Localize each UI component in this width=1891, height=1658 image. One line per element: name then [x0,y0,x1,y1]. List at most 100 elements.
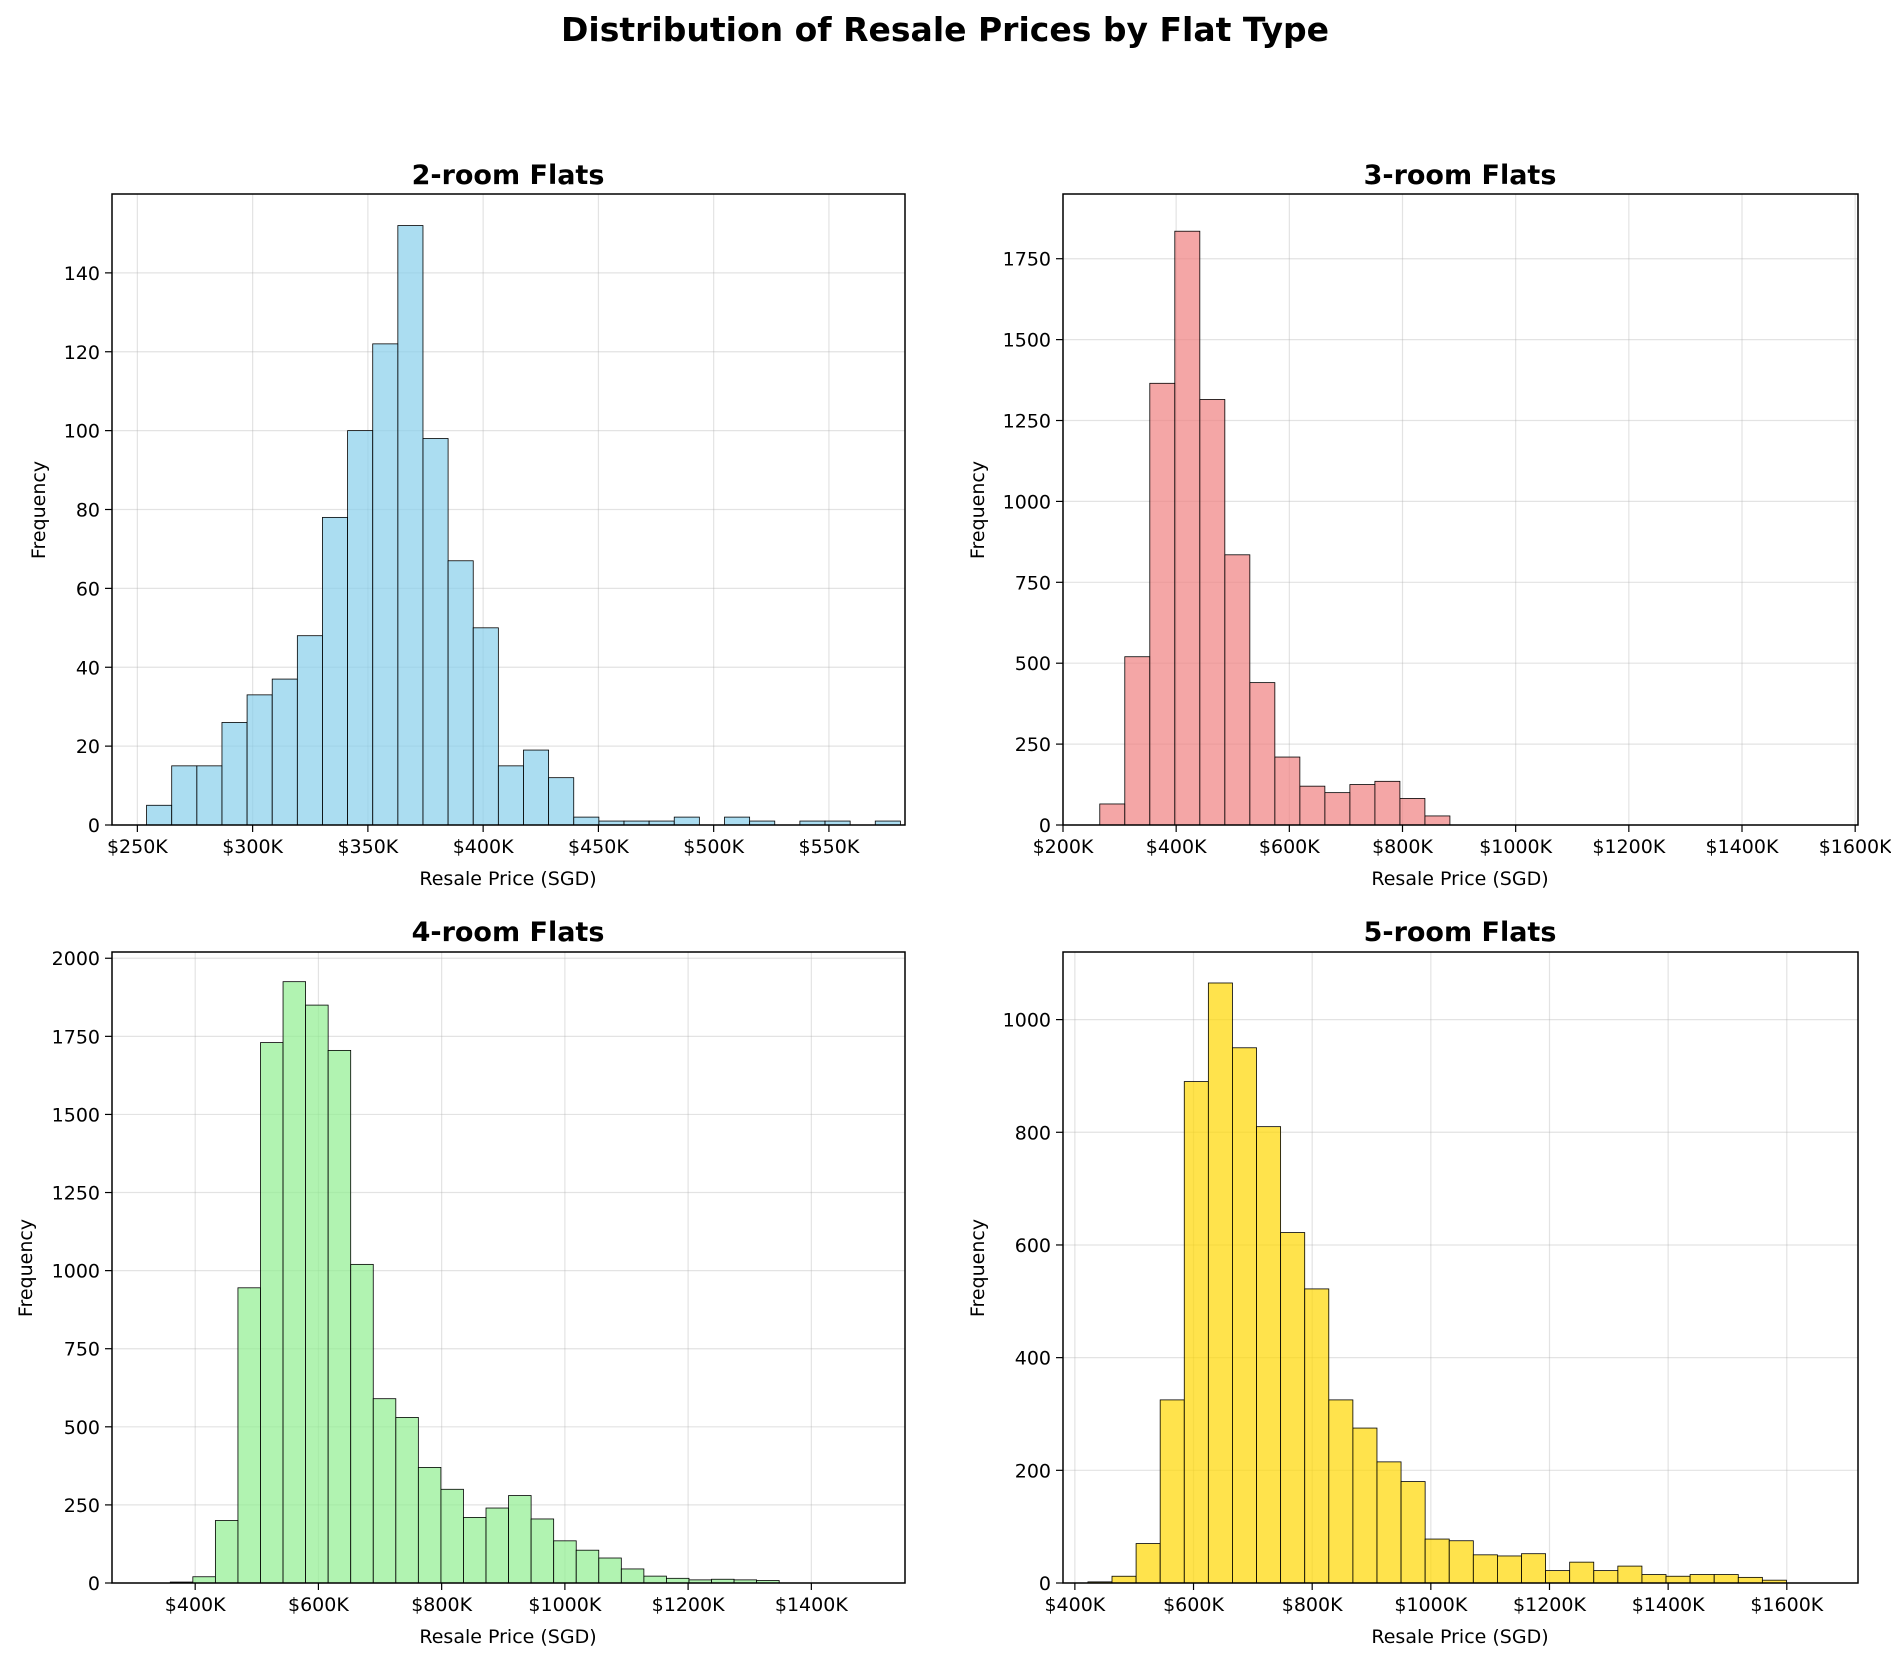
histogram-bar [171,765,198,826]
x-axis-label: Resale Price (SGD) [1371,868,1548,890]
panel-title: 2-room Flats [412,160,605,191]
y-tick-label: 1000 [1003,491,1051,513]
histogram-bar [372,343,399,826]
histogram-bar [1665,1575,1691,1584]
x-tick-label: $1200K [1592,836,1665,858]
y-tick-label: 400 [1015,1348,1051,1370]
histogram-bar [237,1287,261,1584]
y-tick-label: 250 [64,1495,100,1517]
panel-5-room: 5-room Flats $400K $600K $800K $1000K $1200K… [967,917,1859,1648]
histogram-bar [1472,1554,1498,1584]
y-tick-label: 0 [1039,815,1051,837]
gridlines [112,194,905,826]
histogram-bar [598,1557,622,1584]
histogram-bars [169,981,780,1584]
x-tick-label: $1200K [1513,1594,1586,1616]
histogram-bar [1424,1538,1450,1584]
y-tick-label: 600 [1015,1235,1051,1257]
histogram-bar [146,804,173,826]
histogram-bar [372,1398,397,1584]
histogram-bar [214,1520,239,1584]
y-tick-label: 1500 [52,1104,100,1126]
histogram-bar [1280,1232,1306,1584]
gridlines [112,952,905,1584]
histogram-bar [221,722,248,826]
panel-title: 4-room Flats [412,917,605,948]
x-tick-label: $1400K [1706,836,1779,858]
histogram-bar [1641,1574,1667,1584]
y-axis-label: Frequency [28,461,50,559]
histogram-bar [1593,1570,1619,1584]
axis-ticks: $400K $600K $800K $1000K $1200K $1400K $1600K 0… [1003,1010,1824,1616]
y-tick-label: 750 [1015,572,1051,594]
x-tick-label: $1600K [1750,1594,1823,1616]
y-tick-label: 80 [76,500,100,522]
y-tick-label: 1750 [1003,249,1051,271]
histogram-bar [1737,1576,1763,1584]
panel-title: 3-room Flats [1364,160,1557,191]
histogram-bar [1448,1540,1474,1584]
y-tick-label: 2000 [52,948,100,970]
histogram-bar [1149,382,1176,826]
histogram-bar [282,981,306,1584]
histogram-bar [1207,982,1233,1584]
histogram-bar [1689,1574,1715,1584]
histogram-bar [1174,230,1201,826]
x-tick-label: $400K [453,836,514,858]
histogram-bar [350,1263,374,1584]
y-axis-label: Frequency [15,1219,37,1317]
histogram-bar [573,816,600,826]
y-tick-label: 120 [64,342,100,364]
histogram-bar [397,225,424,826]
y-tick-label: 20 [76,736,100,758]
histogram-bar [1124,656,1151,826]
histogram-bar [271,678,298,826]
x-axis-label: Resale Price (SGD) [1371,1626,1548,1648]
x-tick-label: $550K [799,836,860,858]
x-tick-label: $600K [288,1594,349,1616]
x-tick-label: $450K [568,836,629,858]
y-tick-label: 0 [1039,1573,1051,1595]
y-tick-label: 1250 [52,1183,100,1205]
y-tick-label: 500 [1015,653,1051,675]
x-tick-label: $400K [1146,836,1207,858]
histogram-bar [1328,1399,1354,1584]
histogram-bar [1569,1561,1595,1584]
histogram-bar [1521,1553,1546,1584]
histogram-bar [575,1549,600,1584]
x-tick-label: $350K [337,836,398,858]
y-tick-label: 500 [64,1417,100,1439]
histogram-bar [1713,1574,1739,1584]
histogram-bar [1159,1399,1185,1584]
panel-3-room: 3-room Flats $200K $400K $600K $800K $1000K $… [967,160,1891,890]
plot-frame [111,951,906,1584]
histogram-bar [395,1417,419,1584]
axis-ticks: $200K $400K $600K $800K $1000K $1200K $1400K $1… [1003,249,1891,858]
axis-ticks: $400K $600K $800K $1000K $1200K $1400K 0 250 500… [52,948,849,1616]
y-tick-label: 0 [88,1573,100,1595]
histogram-bar [1299,785,1326,826]
x-tick-label: $1400K [1632,1594,1705,1616]
y-tick-label: 800 [1015,1122,1051,1144]
histogram-bar [1224,554,1251,826]
histogram-bar [260,1042,284,1584]
x-tick-label: $250K [107,836,168,858]
histogram-bar [440,1488,464,1584]
y-tick-label: 1000 [1003,1010,1051,1032]
histogram-bar [327,1049,352,1584]
figure-title: Distribution of Resale Prices by Flat Ty… [561,10,1329,49]
x-axis-label: Resale Price (SGD) [419,868,596,890]
histogram-bar [508,1495,532,1584]
y-tick-label: 200 [1015,1460,1051,1482]
histogram-bar [1376,1461,1402,1584]
panel-2-room: 2-room Flats $250K $300K $350K $400K $450K $5… [28,160,906,890]
y-tick-label: 1750 [52,1026,100,1048]
histogram-bar [1274,756,1301,826]
histogram-bar [1352,1427,1378,1584]
x-tick-label: $800K [411,1594,472,1616]
histogram-bar [1199,399,1226,826]
x-tick-label: $600K [1163,1594,1224,1616]
histogram-bar [347,430,374,826]
histogram-bar [548,777,575,826]
